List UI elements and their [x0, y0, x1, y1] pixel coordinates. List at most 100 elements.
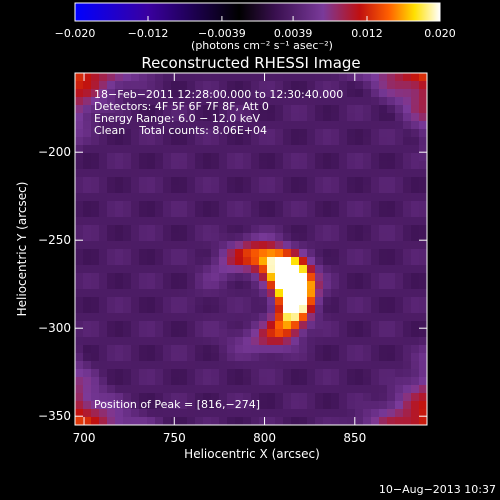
heatmap-cell [275, 97, 284, 106]
heatmap-cell [155, 273, 164, 282]
heatmap-cell [75, 81, 84, 90]
heatmap-cell [195, 201, 204, 210]
heatmap-cell [243, 337, 252, 346]
heatmap-cell [203, 201, 212, 210]
heatmap-cell [203, 265, 212, 274]
heatmap-cell [195, 345, 204, 354]
heatmap-cell [227, 385, 236, 394]
heatmap-cell [371, 217, 380, 226]
heatmap-cell [299, 401, 308, 410]
heatmap-cell [299, 217, 308, 226]
heatmap-cell [323, 377, 332, 386]
heatmap-cell [131, 169, 140, 178]
heatmap-cell [315, 289, 324, 298]
heatmap-cell [259, 289, 268, 298]
heatmap-cell [371, 257, 380, 266]
heatmap-cell [107, 345, 116, 354]
heatmap-cell [267, 73, 276, 82]
heatmap-cell [171, 193, 180, 202]
heatmap-cell [291, 393, 300, 402]
heatmap-cell [203, 209, 212, 218]
heatmap-cell [195, 137, 204, 146]
heatmap-cell [187, 377, 196, 386]
heatmap-cell [131, 137, 140, 146]
heatmap-cell [203, 73, 212, 82]
heatmap-cell [115, 225, 124, 234]
heatmap-cell [139, 169, 148, 178]
heatmap-cell [235, 209, 244, 218]
heatmap-cell [147, 153, 156, 162]
heatmap-cell [395, 417, 404, 425]
heatmap-cell [155, 209, 164, 218]
heatmap-cell [179, 377, 188, 386]
heatmap-cell [75, 273, 84, 282]
heatmap-cell [235, 377, 244, 386]
heatmap-cell [211, 233, 220, 242]
heatmap-cell [211, 177, 220, 186]
heatmap-cell [339, 137, 348, 146]
heatmap-cell [395, 169, 404, 178]
heatmap-cell [299, 241, 308, 250]
heatmap-cell [371, 129, 380, 138]
heatmap-cell [219, 145, 228, 154]
heatmap-cell [411, 321, 420, 330]
heatmap-cell [131, 241, 140, 250]
heatmap-cell [363, 417, 372, 425]
heatmap-cell [339, 273, 348, 282]
heatmap-cell [139, 281, 148, 290]
heatmap-cell [379, 345, 388, 354]
heatmap-cell [107, 233, 116, 242]
heatmap-cell [315, 305, 324, 314]
heatmap-cell [419, 289, 427, 298]
heatmap-cell [315, 249, 324, 258]
heatmap-cell [347, 233, 356, 242]
heatmap-cell [131, 329, 140, 338]
heatmap-cell [331, 129, 340, 138]
heatmap-cell [331, 417, 340, 425]
heatmap-cell [411, 417, 420, 425]
heatmap-cell [339, 345, 348, 354]
heatmap-cell [91, 369, 100, 378]
heatmap-cell [227, 97, 236, 106]
heatmap-cell [243, 185, 252, 194]
heatmap-cell [379, 281, 388, 290]
heatmap-cell [99, 241, 108, 250]
heatmap-cell [219, 273, 228, 282]
heatmap-cell [99, 321, 108, 330]
heatmap-cell [339, 81, 348, 90]
heatmap-cell [147, 241, 156, 250]
heatmap-cell [203, 305, 212, 314]
heatmap-cell [211, 113, 220, 122]
heatmap-cell [307, 177, 316, 186]
heatmap-cell [115, 257, 124, 266]
heatmap-cell [395, 81, 404, 90]
heatmap-cell [363, 281, 372, 290]
heatmap-cell [411, 97, 420, 106]
heatmap-cell [299, 121, 308, 130]
heatmap-cell [123, 169, 132, 178]
heatmap-cell [91, 257, 100, 266]
heatmap-cell [387, 193, 396, 202]
heatmap-cell [91, 145, 100, 154]
heatmap-cell [387, 345, 396, 354]
heatmap-cell [339, 249, 348, 258]
heatmap-cell [347, 265, 356, 274]
heatmap-cell [171, 273, 180, 282]
heatmap-cell [131, 113, 140, 122]
heatmap-cell [403, 185, 412, 194]
heatmap-cell [163, 153, 172, 162]
heatmap-cell [195, 305, 204, 314]
heatmap-cell [243, 297, 252, 306]
heatmap-cell [211, 305, 220, 314]
heatmap-cell [355, 225, 364, 234]
heatmap-cell [211, 377, 220, 386]
heatmap-cell [155, 377, 164, 386]
heatmap-cell [155, 217, 164, 226]
heatmap-cell [171, 249, 180, 258]
heatmap-cell [339, 321, 348, 330]
heatmap-cell [243, 129, 252, 138]
colorbar-label: (photons cm⁻² s⁻¹ asec⁻²) [191, 39, 333, 52]
heatmap-cell [307, 289, 316, 298]
heatmap-cell [267, 337, 276, 346]
heatmap-cell [267, 169, 276, 178]
